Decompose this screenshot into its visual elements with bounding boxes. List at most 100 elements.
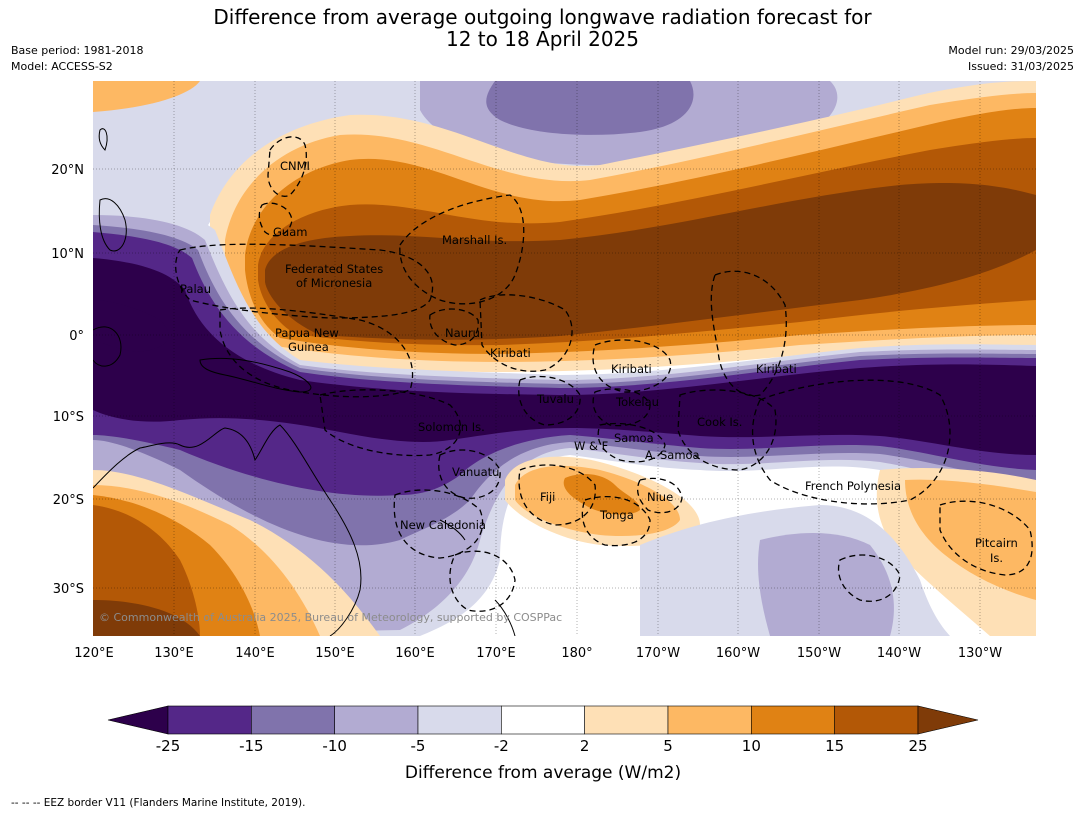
lon-120e: 120°E [74, 646, 114, 661]
new-zealand-coastline [494, 599, 516, 636]
eez-fiji [518, 464, 596, 526]
title-line-2: 12 to 18 April 2025 [445, 27, 640, 51]
place-labels: CNMI Guam Marshall Is. Federated States … [180, 159, 1018, 565]
copyright-notice: © Commonwealth of Australia 2025, Bureau… [99, 611, 562, 624]
eez-tuvalu [518, 375, 581, 426]
eez-vanuatu [438, 449, 501, 499]
eez-legend-note: -- -- -- EEZ border V11 (Flanders Marine… [11, 797, 306, 809]
colorbar-segment [667, 705, 752, 735]
label-american-samoa: A. Samoa [645, 448, 700, 462]
taiwan-coastline [98, 128, 108, 151]
eez-austral [837, 554, 901, 602]
fiji-tonga-positive-10 [563, 474, 640, 515]
eez-tokelau [592, 388, 651, 427]
eez-solomon [319, 389, 461, 457]
label-cnmi: CNMI [280, 159, 310, 173]
colorbar-tick-label: 2 [580, 737, 590, 755]
eez-french-polynesia [751, 379, 951, 505]
lat-10n: 10°N [51, 247, 84, 262]
label-tonga: Tonga [599, 508, 634, 522]
colorbar-extend-low [107, 705, 169, 735]
eez-cnmi [267, 136, 307, 197]
label-french-polynesia: French Polynesia [805, 479, 901, 493]
label-fsm-line1: Federated States [285, 262, 383, 276]
north-purple-core [486, 81, 694, 135]
eez-pitcairn [939, 500, 1033, 576]
lon-150e: 150°E [315, 646, 355, 661]
colorbar-title: Difference from average (W/m2) [405, 763, 681, 783]
colorbar-segment [417, 705, 502, 735]
colorbar-tick-label: 15 [825, 737, 844, 755]
colorbar-tick-label: -25 [156, 737, 181, 755]
borneo-coastline [93, 326, 122, 367]
eez-kiribati-line [710, 270, 787, 397]
lat-30s: 30°S [53, 582, 84, 597]
colorbar-tick-label: -10 [322, 737, 347, 755]
lon-160w: 160°W [716, 646, 760, 661]
lat-20n: 20°N [51, 163, 84, 178]
graticule [93, 81, 1036, 636]
eez-new-caledonia [393, 489, 484, 559]
eez-fsm [175, 243, 434, 319]
anomaly-map-panel[interactable]: CNMI Guam Marshall Is. Federated States … [93, 81, 1036, 636]
base-period: Base period: 1981-2018 [11, 44, 144, 57]
northeast-orange-corner [93, 81, 200, 112]
map-title: Difference from average outgoing longwav… [0, 6, 1085, 50]
label-pitcairn-line2: Is. [990, 551, 1003, 565]
label-cook: Cook Is. [697, 415, 742, 429]
eez-borders [175, 136, 1033, 612]
lon-130e: 130°E [154, 646, 194, 661]
lon-170e: 170°E [476, 646, 516, 661]
australia-coastline [93, 424, 362, 636]
colorbar-segment [584, 705, 669, 735]
eez-kiribati-phoenix [592, 339, 672, 393]
label-palau: Palau [180, 282, 211, 296]
lon-180: 180° [561, 646, 592, 661]
label-kiribati-phoenix: Kiribati [611, 362, 652, 376]
lon-160e: 160°E [395, 646, 435, 661]
eez-tonga [581, 495, 651, 547]
run-info: Model run: 29/03/2025 Issued: 31/03/2025 [948, 43, 1074, 75]
label-wallis-futuna: W & F [574, 439, 608, 453]
issued-date: Issued: 31/03/2025 [967, 60, 1074, 73]
new-caledonia-coastline [439, 519, 466, 541]
label-tuvalu: Tuvalu [536, 392, 574, 406]
philippines-coastline [98, 198, 127, 252]
lon-130w: 130°W [958, 646, 1002, 661]
colorbar-tick-label: 5 [663, 737, 673, 755]
title-line-1: Difference from average outgoing longwav… [213, 5, 872, 29]
eez-new-zealand-kermadec [449, 550, 516, 612]
lon-170w: 170°W [636, 646, 680, 661]
australia-positive-25 [93, 600, 200, 636]
eez-nauru [429, 308, 479, 346]
latitude-labels: 20°N 10°N 0° 10°S 20°S 30°S [51, 163, 84, 597]
colorbar-tick-label: 10 [742, 737, 761, 755]
colorbar-tick-label: -5 [411, 737, 426, 755]
label-fiji: Fiji [540, 490, 555, 504]
label-niue: Niue [647, 490, 673, 504]
label-solomon: Solomon Is. [418, 420, 485, 434]
colorbar-tick-label: -15 [239, 737, 264, 755]
eez-samoa [597, 422, 666, 463]
label-samoa: Samoa [614, 431, 654, 445]
label-marshall: Marshall Is. [442, 233, 507, 247]
lat-20s: 20°S [53, 493, 84, 508]
label-tokelau: Tokelau [615, 395, 659, 409]
colorbar-segment [501, 705, 585, 735]
colorbar-segment [834, 705, 919, 735]
label-png-line2: Guinea [288, 340, 329, 354]
model-name: Model: ACCESS-S2 [11, 60, 113, 73]
lat-0: 0° [69, 329, 84, 344]
model-info: Base period: 1981-2018 Model: ACCESS-S2 [11, 43, 143, 75]
coastlines [93, 128, 516, 636]
lon-150w: 150°W [797, 646, 841, 661]
negative-core-west [93, 300, 169, 352]
label-vanuatu: Vanuatu [452, 465, 499, 479]
lon-140w: 140°W [877, 646, 921, 661]
colorbar-segment [167, 705, 252, 735]
longitude-labels: 120°E 130°E 140°E 150°E 160°E 170°E 180°… [74, 646, 1002, 661]
colorbar-tick-label: -2 [494, 737, 509, 755]
label-fsm-line2: of Micronesia [296, 276, 372, 290]
new-guinea-coastline [199, 357, 312, 393]
label-kiribati-gilbert: Kiribati [490, 346, 531, 360]
